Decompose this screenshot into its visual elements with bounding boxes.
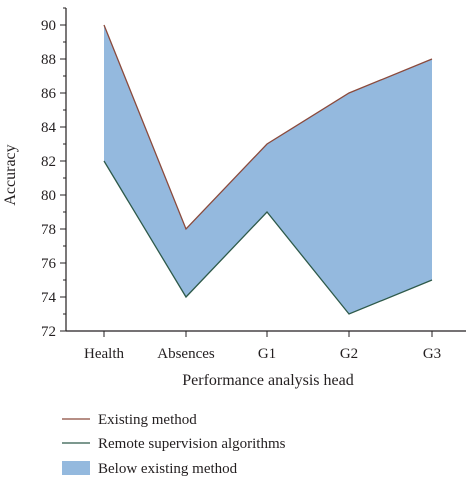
y-tick-label-88: 88 bbox=[41, 52, 56, 68]
y-tick-label-72: 72 bbox=[41, 324, 56, 340]
legend-label-existing-method: Existing method bbox=[98, 412, 197, 428]
x-ticks: Health Absences G1 G2 G3 bbox=[84, 331, 441, 362]
y-tick-label-80: 80 bbox=[41, 188, 56, 204]
legend-swatch-below-existing-method bbox=[62, 461, 90, 475]
y-tick-label-86: 86 bbox=[41, 86, 57, 102]
y-tick-label-84: 84 bbox=[41, 120, 57, 136]
x-axis-title: Performance analysis head bbox=[182, 372, 353, 389]
x-tick-label-g2: G2 bbox=[340, 346, 358, 362]
y-tick-label-78: 78 bbox=[41, 222, 56, 238]
y-axis-title: Accuracy bbox=[2, 144, 19, 205]
y-ticks: 72 74 76 78 80 82 84 86 88 90 bbox=[41, 7, 66, 340]
plot-area bbox=[103, 24, 433, 315]
legend-label-below-existing-method: Below existing method bbox=[98, 461, 238, 477]
x-tick-label-absences: Absences bbox=[157, 346, 215, 362]
y-tick-label-76: 76 bbox=[41, 256, 57, 272]
y-tick-label-90: 90 bbox=[41, 18, 56, 34]
x-tick-label-g1: G1 bbox=[258, 346, 276, 362]
legend: Existing method Remote supervision algor… bbox=[62, 412, 286, 477]
axes: 72 74 76 78 80 82 84 86 88 90 Health Absences G1 G2 G… bbox=[41, 7, 466, 362]
x-tick-label-health: Health bbox=[84, 346, 124, 362]
y-tick-label-82: 82 bbox=[41, 154, 56, 170]
line-existing-method bbox=[103, 24, 433, 231]
y-tick-label-74: 74 bbox=[41, 290, 57, 306]
band-area bbox=[104, 25, 432, 314]
legend-label-remote-supervision-algorithms: Remote supervision algorithms bbox=[98, 436, 286, 452]
line-remote-supervision-algorithms bbox=[103, 160, 433, 315]
x-tick-label-g3: G3 bbox=[423, 346, 441, 362]
